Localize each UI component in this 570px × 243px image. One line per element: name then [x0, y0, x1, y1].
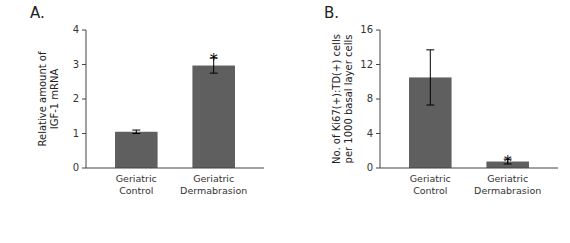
y-tick-label: 8: [367, 93, 373, 104]
marks: [115, 58, 235, 168]
y-tick: [82, 133, 86, 134]
y-axis-label: No. of Ki67(+):TD(+) cellsper 1000 basal…: [331, 34, 354, 164]
y-tick: [376, 30, 380, 31]
y-tick: [82, 99, 86, 100]
x-tick-label: GeriatricDermabrasion: [180, 173, 247, 196]
y-tick-label: 16: [360, 24, 373, 35]
bar: [192, 66, 235, 168]
y-tick: [82, 64, 86, 65]
x-axis: [380, 168, 558, 169]
y-tick-label: 2: [73, 93, 79, 104]
y-axis: [380, 30, 381, 168]
y-tick-label: 4: [367, 128, 373, 139]
chart-container: A.01234GeriatricControlGeriatricDermabra…: [0, 0, 570, 243]
y-tick: [376, 133, 380, 134]
y-axis-label: Relative amount ofIGF-1 mRNA: [37, 51, 60, 146]
marks: [409, 50, 529, 168]
y-tick: [82, 168, 86, 169]
bar: [115, 132, 158, 168]
y-tick-label: 4: [73, 24, 79, 35]
panel-label: A.: [30, 4, 45, 22]
error-bar: [132, 130, 140, 133]
x-tick-label: GeriatricControl: [410, 173, 451, 196]
y-tick: [376, 64, 380, 65]
y-tick-label: 0: [73, 162, 79, 173]
x-axis: [86, 168, 264, 169]
y-tick: [376, 99, 380, 100]
panel: B. 0 4 8 12 16 GeriatricControl GeriatricDermab…: [324, 4, 558, 196]
y-tick-label: 3: [73, 59, 79, 70]
x-tick-label: GeriatricDermabrasion: [474, 173, 541, 196]
y-tick-label: 0: [367, 162, 373, 173]
y-axis: [86, 30, 87, 168]
panel: A. 0 1 2 3 4 GeriatricControl GeriatricDermabra…: [30, 4, 264, 196]
y-tick: [82, 30, 86, 31]
y-tick-label: 1: [73, 128, 79, 139]
y-tick-label: 12: [360, 59, 373, 70]
panel-label: B.: [324, 4, 339, 22]
significance-star: *: [210, 50, 218, 69]
significance-star: *: [504, 152, 512, 171]
x-tick-label: GeriatricControl: [116, 173, 157, 196]
error-bar: [426, 50, 434, 105]
chart-svg: A.01234GeriatricControlGeriatricDermabra…: [0, 0, 570, 243]
y-tick: [376, 168, 380, 169]
